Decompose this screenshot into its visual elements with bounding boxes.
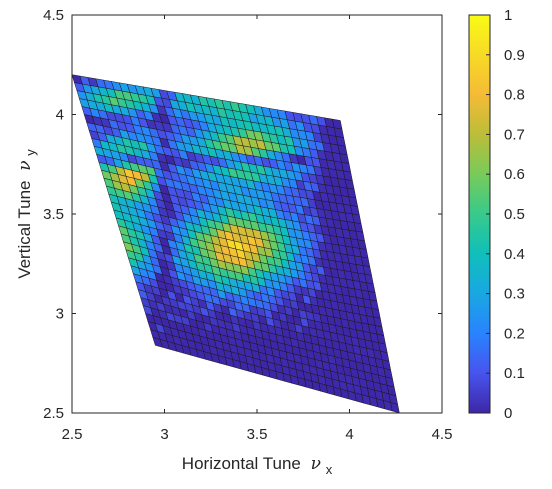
colorbar-tick-label: 0.2: [504, 325, 525, 342]
colorbar-tick-label: 0: [504, 405, 512, 422]
y-tick-label: 3.5: [43, 206, 64, 223]
x-tick-label: 4: [345, 426, 353, 443]
colorbar-tick-label: 0.8: [504, 87, 525, 104]
x-axis-title-text: Horizontal Tune: [182, 454, 301, 473]
y-tick-label: 4.5: [43, 7, 64, 24]
tune-mesh: [71, 74, 400, 414]
colorbar-tick-label: 0.5: [504, 206, 525, 223]
x-tick-label: 3.5: [247, 426, 268, 443]
colorbar-tick-label: 0.9: [504, 47, 525, 64]
y-tick-label: 4: [56, 107, 64, 124]
x-axis: 2.5 3 3.5 4 4.5: [62, 15, 453, 443]
x-axis-title: Horizontal Tune ν x: [182, 454, 333, 477]
y-axis-subscript: y: [23, 149, 38, 156]
colorbar-tick-label: 0.4: [504, 246, 525, 263]
colorbar-tick-label: 0.7: [504, 126, 525, 143]
y-tick-label: 2.5: [43, 405, 64, 422]
y-axis-title-text: Vertical Tune: [15, 181, 34, 279]
colorbar-tick-label: 1: [504, 7, 512, 24]
colorbar-axis: 0 0.1 0.2 0.3 0.4 0.5 0.6 0.7 0.8 0.9 1: [486, 7, 525, 422]
y-axis: 2.5 3 3.5 4 4.5: [43, 7, 442, 422]
colorbar-tick-label: 0.6: [504, 166, 525, 183]
colorbar-tick-label: 0.3: [504, 286, 525, 303]
y-axis-title: Vertical Tune ν y: [15, 149, 38, 279]
x-tick-label: 4.5: [432, 426, 453, 443]
x-axis-subscript: x: [326, 462, 333, 477]
x-axis-symbol: ν: [311, 454, 321, 474]
x-tick-label: 3: [160, 426, 168, 443]
y-tick-label: 3: [56, 306, 64, 323]
colorbar-tick-label: 0.1: [504, 365, 525, 382]
y-axis-symbol: ν: [15, 160, 35, 170]
x-tick-label: 2.5: [62, 426, 83, 443]
